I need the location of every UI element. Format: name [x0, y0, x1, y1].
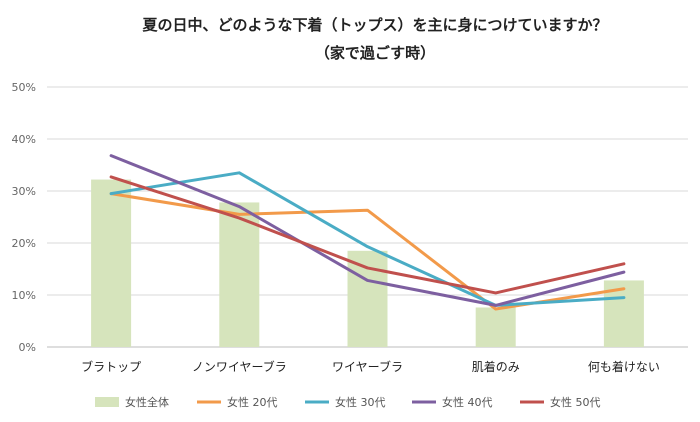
legend-label: 女性全体: [125, 395, 169, 409]
y-tick-label: 10%: [12, 289, 36, 302]
x-category-label: ノンワイヤーブラ: [192, 359, 287, 374]
y-tick-label: 50%: [12, 81, 36, 94]
series-line: [109, 154, 626, 307]
legend-label: 女性 30代: [335, 395, 386, 409]
series-line: [109, 175, 626, 295]
legend-label: 女性 50代: [550, 395, 601, 409]
y-tick-label: 0%: [19, 341, 36, 354]
y-tick-label: 20%: [12, 237, 36, 250]
legend: 女性全体 女性 20代 女性 30代 女性 40代 女性 50代: [95, 395, 601, 409]
chart-title: 夏の日中、どのような下着（トップス）を主に身につけていますか？: [141, 16, 607, 34]
x-category-label: 肌着のみ: [472, 359, 520, 374]
x-category-label: ブラトップ: [81, 359, 141, 374]
bar: [219, 202, 260, 347]
bar: [475, 307, 516, 347]
bar: [91, 179, 132, 347]
y-axis-ticks: 0% 10% 20% 30% 40% 50%: [12, 81, 36, 354]
line-series: [109, 154, 626, 311]
chart-subtitle: （家で過ごす時）: [315, 44, 435, 62]
legend-label: 女性 20代: [227, 395, 278, 409]
x-category-label: 何も着けない: [588, 359, 660, 374]
legend-label: 女性 40代: [442, 395, 493, 409]
y-tick-label: 40%: [12, 133, 36, 146]
bar-series: [91, 179, 644, 347]
x-axis-categories: ブラトップ ノンワイヤーブラ ワイヤーブラ 肌着のみ 何も着けない: [81, 359, 660, 374]
legend-swatch: [95, 397, 119, 407]
x-category-label: ワイヤーブラ: [332, 359, 403, 374]
series-line: [109, 171, 626, 307]
y-tick-label: 30%: [12, 185, 36, 198]
bar: [347, 250, 388, 347]
